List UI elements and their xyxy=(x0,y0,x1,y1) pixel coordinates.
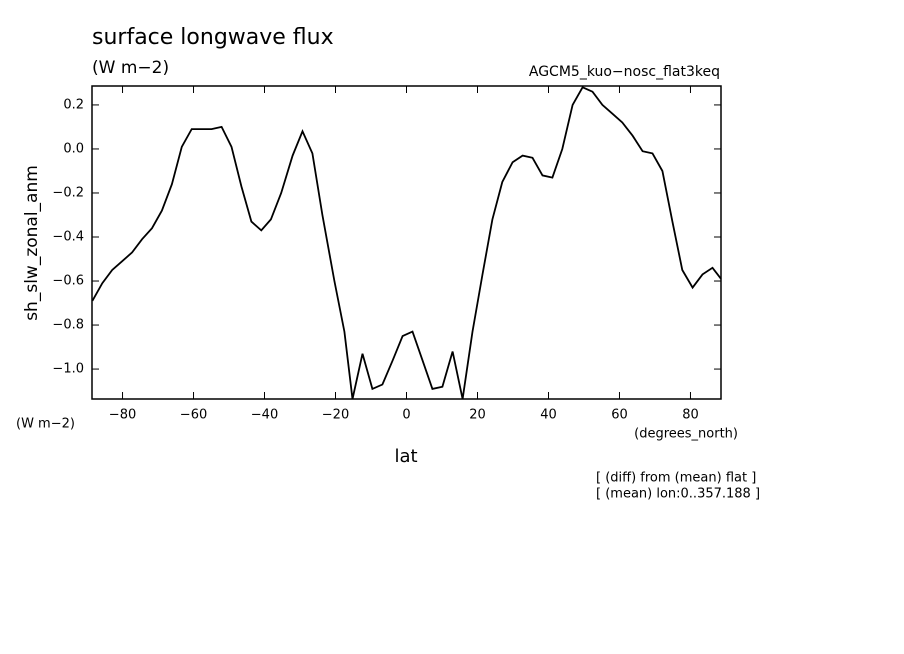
chart-title: surface longwave flux xyxy=(92,25,334,50)
run-label: AGCM5_kuo−nosc_flat3keq xyxy=(529,64,720,80)
y-tick-label: −0.8 xyxy=(52,318,84,333)
x-tick-label: 80 xyxy=(682,408,699,423)
y-tick-label: −1.0 xyxy=(52,362,84,377)
y-tick-label: −0.6 xyxy=(52,274,84,289)
x-tick-label: −60 xyxy=(180,408,207,423)
y-tick-label: 0.2 xyxy=(63,97,84,112)
x-units: (degrees_north) xyxy=(634,427,738,442)
x-axis-label: lat xyxy=(394,446,417,467)
data-line xyxy=(91,86,722,400)
y-units: (W m−2) xyxy=(16,417,75,432)
x-tick-label: −20 xyxy=(322,408,349,423)
x-tick-label: 0 xyxy=(402,408,410,423)
note: [ (diff) from (mean) flat ] xyxy=(596,471,756,486)
y-axis-label: sh_slw_zonal_anm xyxy=(22,165,42,321)
x-tick-label: 40 xyxy=(540,408,557,423)
y-tick-label: 0.0 xyxy=(63,141,84,156)
x-tick-label: 20 xyxy=(469,408,486,423)
y-tick-label: −0.2 xyxy=(52,185,84,200)
note: [ (mean) lon:0..357.188 ] xyxy=(596,487,760,502)
subtitle: (W m−2) xyxy=(92,58,169,78)
y-tick-label: −0.4 xyxy=(52,229,84,244)
plot-frame xyxy=(91,85,722,400)
x-tick-label: 60 xyxy=(611,408,628,423)
x-tick-label: −40 xyxy=(251,408,278,423)
x-tick-label: −80 xyxy=(109,408,136,423)
